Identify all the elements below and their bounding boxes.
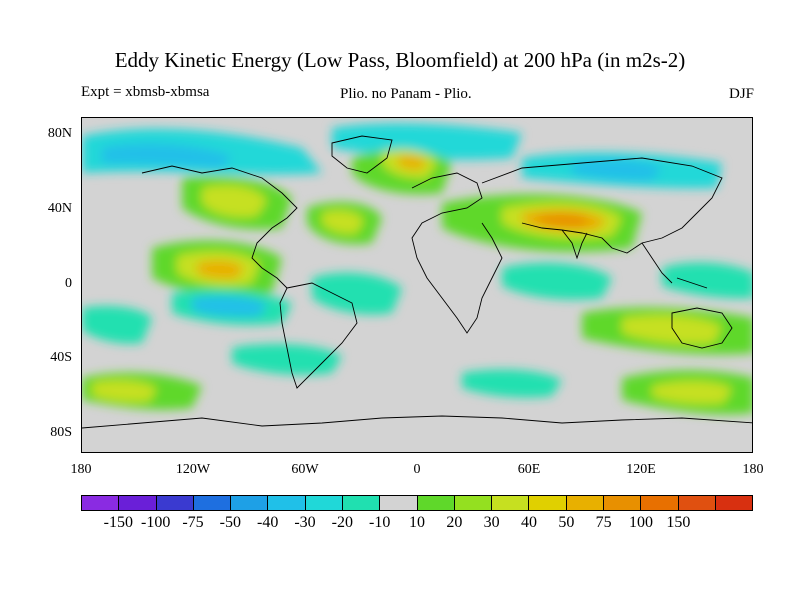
colorbar-segment xyxy=(454,496,493,510)
colorbar-segment xyxy=(678,496,716,510)
lon-label-120e: 120E xyxy=(626,462,656,477)
colorbar-segment xyxy=(566,496,604,510)
colorbar-segment xyxy=(641,496,679,510)
colorbar-tick-label: -30 xyxy=(294,514,316,531)
colorbar-tick-label: -20 xyxy=(331,514,353,531)
colorbar-segment xyxy=(156,496,194,510)
map-panel xyxy=(81,117,753,453)
eke-field xyxy=(82,123,752,429)
colorbar-labels: -150 -100 -75 -50 -40 -30 -20 -10 10 20 30 40 50 75 10… xyxy=(81,514,753,534)
colorbar-segment xyxy=(342,496,381,510)
colorbar-tick-label: 150 xyxy=(666,514,691,531)
colorbar-tick-label: -50 xyxy=(219,514,241,531)
colorbar-segment xyxy=(119,496,157,510)
colorbar-tick-label: -75 xyxy=(182,514,204,531)
difference-label: Plio. no Panam - Plio. xyxy=(340,86,472,102)
colorbar-tick-label: -100 xyxy=(140,514,171,531)
lat-label-equator: 0 xyxy=(65,276,72,291)
lon-label-120w: 120W xyxy=(175,462,211,477)
colorbar-segment xyxy=(417,496,455,510)
colorbar-segment xyxy=(492,496,530,510)
colorbar xyxy=(81,495,753,511)
colorbar-segment xyxy=(603,496,642,510)
colorbar-tick-label: 30 xyxy=(483,514,500,531)
colorbar-tick-label: -40 xyxy=(256,514,279,531)
colorbar-segment xyxy=(82,496,120,510)
colorbar-tick-label: 40 xyxy=(521,514,537,531)
lon-label-180w: 180 xyxy=(70,462,92,477)
lat-label-80n: 80N xyxy=(47,126,72,141)
colorbar-segment xyxy=(268,496,306,510)
colorbar-tick-label: 75 xyxy=(595,514,612,531)
contour-fills xyxy=(82,123,752,415)
colorbar-tick-label: 50 xyxy=(558,514,575,531)
colorbar-tick-label: 20 xyxy=(446,514,463,531)
map-title: Eddy Kinetic Energy (Low Pass, Bloomfiel… xyxy=(114,48,686,72)
colorbar-segment xyxy=(715,496,753,510)
colorbar-segment xyxy=(305,496,343,510)
colorbar-tick-label: 10 xyxy=(409,514,425,531)
lat-label-40n: 40N xyxy=(47,201,72,216)
lon-label-0: 0 xyxy=(413,462,421,477)
colorbar-segment xyxy=(380,496,418,510)
colorbar-segment xyxy=(193,496,232,510)
lat-label-80s: 80S xyxy=(50,425,72,440)
lon-label-60w: 60W xyxy=(291,462,319,477)
lon-label-180e: 180 xyxy=(742,462,764,477)
colorbar-tick-label: 100 xyxy=(629,514,653,531)
experiment-label: Expt = xbmsb-xbmsa xyxy=(81,84,210,100)
colorbar-segment xyxy=(529,496,567,510)
colorbar-tick-label: -150 xyxy=(103,514,133,531)
season-label: DJF xyxy=(728,86,754,102)
colorbar-tick-label: -10 xyxy=(368,514,391,531)
coastlines xyxy=(82,135,752,429)
lon-label-60e: 60E xyxy=(517,462,541,477)
colorbar-segment xyxy=(231,496,269,510)
lat-label-40s: 40S xyxy=(50,350,72,365)
